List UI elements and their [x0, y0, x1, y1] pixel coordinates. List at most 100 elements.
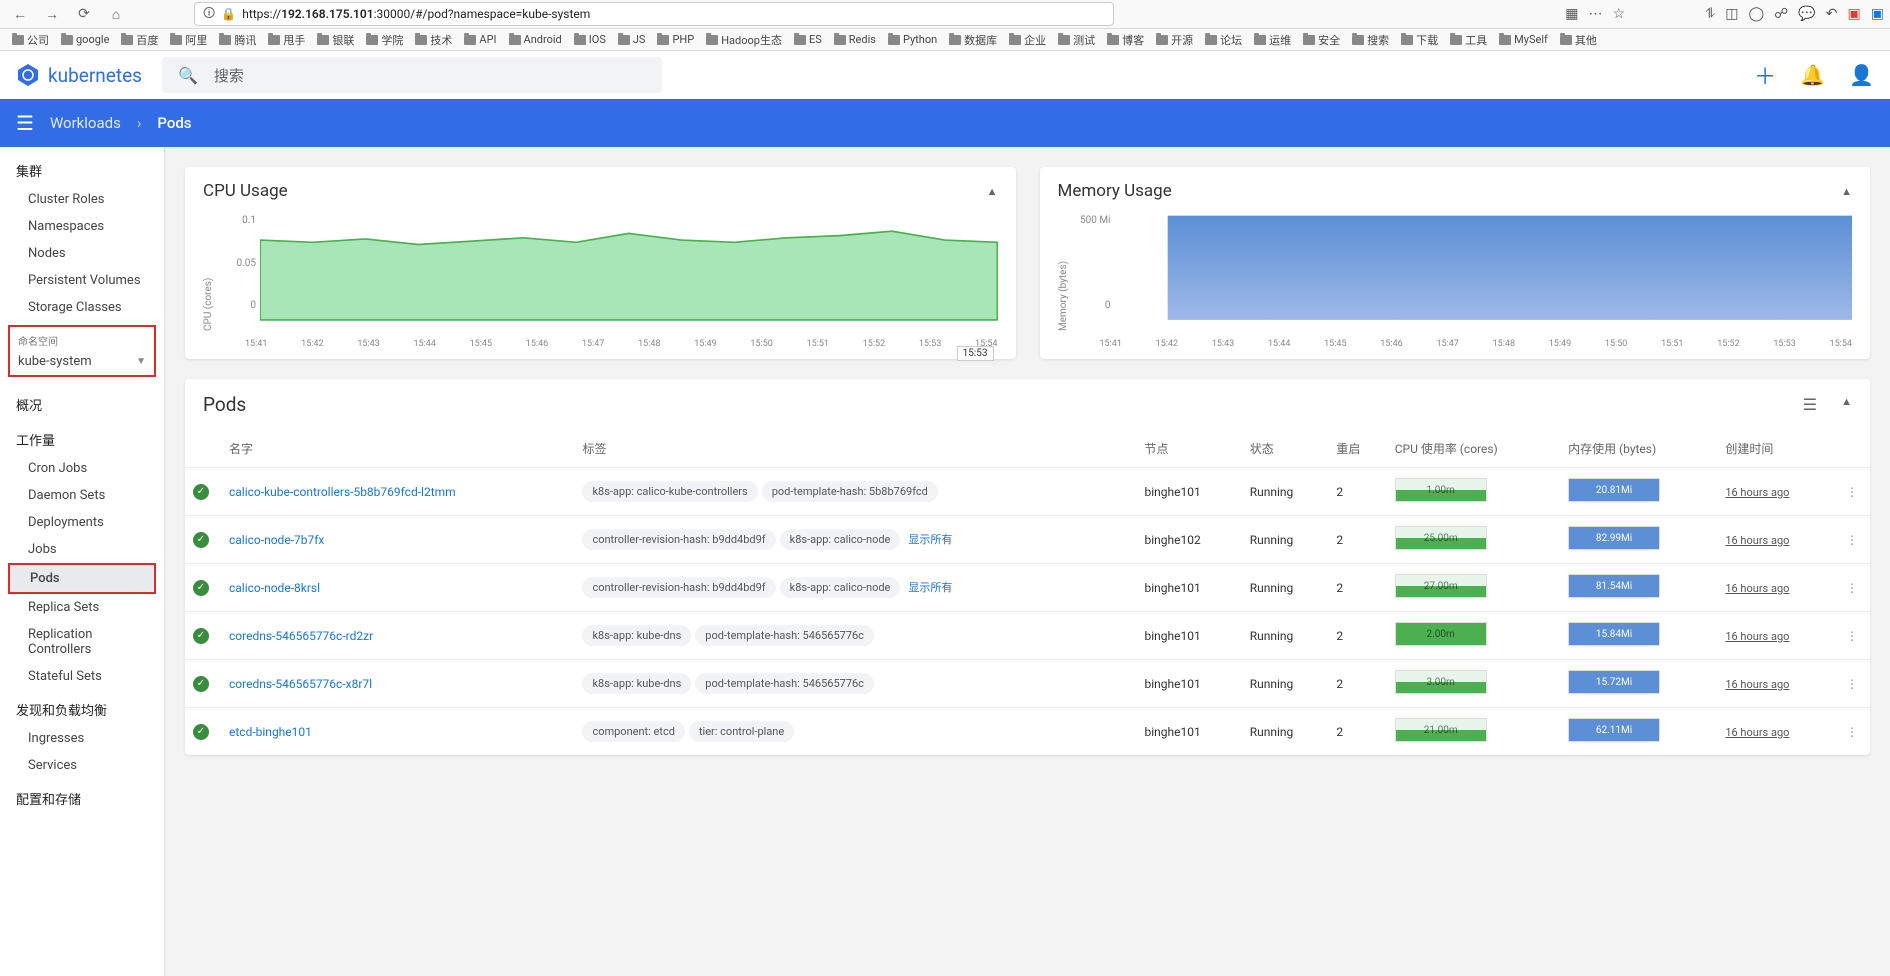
- sidebar-item[interactable]: Replication Controllers: [0, 621, 164, 663]
- bookmark-item[interactable]: 博客: [1103, 30, 1148, 50]
- collapse-icon[interactable]: ▲: [1841, 395, 1852, 414]
- filter-icon[interactable]: ☰: [1803, 395, 1817, 414]
- table-row: ✓ etcd-binghe101 component: etcdtier: co…: [185, 708, 1870, 756]
- sidebar-item[interactable]: Daemon Sets: [0, 482, 164, 509]
- sidebar-item[interactable]: Ingresses: [0, 725, 164, 752]
- table-header: 名字: [221, 430, 574, 468]
- bookmark-item[interactable]: 测试: [1054, 30, 1099, 50]
- sidebar-item[interactable]: Cluster Roles: [0, 186, 164, 213]
- logo[interactable]: kubernetes: [16, 63, 142, 87]
- forward-button[interactable]: →: [38, 2, 66, 26]
- ext2-icon[interactable]: ▣: [1871, 6, 1884, 22]
- row-menu-icon[interactable]: ⋮: [1834, 564, 1870, 612]
- collapse-icon[interactable]: ▲: [1841, 185, 1852, 198]
- ext1-icon[interactable]: ▣: [1848, 6, 1861, 22]
- bookmark-item[interactable]: Hadoop生态: [702, 30, 786, 50]
- row-menu-icon[interactable]: ⋮: [1834, 660, 1870, 708]
- bookmark-item[interactable]: Redis: [830, 31, 880, 48]
- bookmark-item[interactable]: 阿里: [166, 30, 211, 50]
- sidebar-item[interactable]: Storage Classes: [0, 294, 164, 321]
- bookmark-item[interactable]: 技术: [411, 30, 456, 50]
- bookmark-item[interactable]: 运维: [1250, 30, 1295, 50]
- status-cell: Running: [1242, 564, 1329, 612]
- bookmark-item[interactable]: 开源: [1152, 30, 1197, 50]
- sidebar-item[interactable]: Services: [0, 752, 164, 779]
- bookmark-item[interactable]: 安全: [1299, 30, 1344, 50]
- bookmark-item[interactable]: 学院: [362, 30, 407, 50]
- search-box[interactable]: 🔍 搜索: [162, 57, 662, 93]
- bookmark-item[interactable]: 其他: [1556, 30, 1601, 50]
- collapse-icon[interactable]: ▲: [987, 185, 998, 198]
- bookmark-item[interactable]: 搜索: [1348, 30, 1393, 50]
- bookmark-item[interactable]: 甩手: [264, 30, 309, 50]
- table-row: ✓ calico-node-8krsl controller-revision-…: [185, 564, 1870, 612]
- row-menu-icon[interactable]: ⋮: [1834, 708, 1870, 756]
- bookmark-item[interactable]: 公司: [8, 30, 53, 50]
- chat-icon[interactable]: 💬: [1798, 6, 1815, 22]
- sidebar-item[interactable]: Persistent Volumes: [0, 267, 164, 294]
- bookmark-item[interactable]: 腾讯: [215, 30, 260, 50]
- sidebar-overview[interactable]: 概况: [0, 381, 164, 420]
- bookmark-item[interactable]: API: [460, 31, 500, 48]
- bookmark-item[interactable]: Android: [505, 31, 566, 48]
- pod-link[interactable]: calico-node-8krsl: [229, 581, 320, 595]
- row-menu-icon[interactable]: ⋮: [1834, 516, 1870, 564]
- bookmark-item[interactable]: 数据库: [945, 30, 1001, 50]
- account-icon[interactable]: ◯: [1749, 6, 1765, 22]
- url-bar[interactable]: 🛈 🔒 https://192.168.175.101:30000/#/pod?…: [194, 2, 1114, 26]
- sidebar-item[interactable]: Stateful Sets: [0, 663, 164, 690]
- pod-link[interactable]: etcd-binghe101: [229, 725, 312, 739]
- sidebar-item[interactable]: Pods: [10, 565, 154, 592]
- reload-button[interactable]: ⟳: [70, 2, 98, 26]
- breadcrumb-parent[interactable]: Workloads: [50, 114, 121, 132]
- content-area: CPU Usage ▲ CPU (cores) 0.10.050 15:4115…: [165, 147, 1890, 976]
- back-button[interactable]: ←: [6, 2, 34, 26]
- undo-icon[interactable]: ↶: [1826, 6, 1838, 22]
- bookmark-item[interactable]: 银联: [313, 30, 358, 50]
- row-menu-icon[interactable]: ⋮: [1834, 612, 1870, 660]
- cpu-card-title: CPU Usage: [203, 181, 288, 201]
- bookmark-item[interactable]: 下载: [1397, 30, 1442, 50]
- qr-icon[interactable]: ▦: [1565, 6, 1578, 22]
- sidebar-item[interactable]: Namespaces: [0, 213, 164, 240]
- mem-x-axis: 15:4115:4215:4315:4415:4515:4615:4715:48…: [1040, 339, 1871, 359]
- sidebar-item[interactable]: Nodes: [0, 240, 164, 267]
- add-button[interactable]: ＋: [1754, 59, 1776, 91]
- bookmark-item[interactable]: google: [57, 31, 113, 48]
- pod-link[interactable]: coredns-546565776c-rd2zr: [229, 629, 373, 643]
- bookmark-item[interactable]: JS: [614, 31, 650, 48]
- pods-table: 名字标签节点状态重启CPU 使用率 (cores)内存使用 (bytes)创建时…: [185, 430, 1870, 755]
- bookmark-item[interactable]: 企业: [1005, 30, 1050, 50]
- menu-icon[interactable]: ☰: [16, 111, 34, 135]
- restarts-cell: 2: [1328, 468, 1386, 516]
- user-icon[interactable]: 👤: [1849, 63, 1874, 87]
- pod-link[interactable]: calico-node-7b7fx: [229, 533, 324, 547]
- library-icon[interactable]: ⥮: [1705, 6, 1715, 22]
- bell-icon[interactable]: 🔔: [1800, 63, 1825, 87]
- restarts-cell: 2: [1328, 708, 1386, 756]
- sidebar-section-discovery: 发现和负载均衡: [0, 690, 164, 725]
- bookmark-item[interactable]: 百度: [117, 30, 162, 50]
- puzzle-icon[interactable]: ☍: [1774, 6, 1788, 22]
- bookmark-item[interactable]: 论坛: [1201, 30, 1246, 50]
- sidebar-item[interactable]: Replica Sets: [0, 594, 164, 621]
- sidebar-icon[interactable]: ◫: [1725, 6, 1738, 22]
- bookmark-item[interactable]: Python: [884, 31, 941, 48]
- bookmark-item[interactable]: PHP: [653, 31, 698, 48]
- row-menu-icon[interactable]: ⋮: [1834, 468, 1870, 516]
- more-icon[interactable]: ⋯: [1589, 6, 1603, 22]
- bookmark-item[interactable]: IOS: [570, 31, 610, 48]
- star-icon[interactable]: ☆: [1613, 6, 1626, 22]
- show-all-link[interactable]: 显示所有: [908, 533, 952, 546]
- pod-link[interactable]: coredns-546565776c-x8r7l: [229, 677, 372, 691]
- pod-link[interactable]: calico-kube-controllers-5b8b769fcd-l2tmm: [229, 485, 456, 499]
- home-button[interactable]: ⌂: [102, 2, 130, 26]
- sidebar-item[interactable]: Cron Jobs: [0, 455, 164, 482]
- bookmark-item[interactable]: ES: [790, 31, 826, 48]
- sidebar-item[interactable]: Deployments: [0, 509, 164, 536]
- sidebar-item[interactable]: Jobs: [0, 536, 164, 563]
- show-all-link[interactable]: 显示所有: [908, 581, 952, 594]
- bookmark-item[interactable]: 工具: [1446, 30, 1491, 50]
- namespace-selector[interactable]: 命名空间 kube-system ▼: [8, 325, 156, 377]
- bookmark-item[interactable]: MySelf: [1495, 31, 1552, 48]
